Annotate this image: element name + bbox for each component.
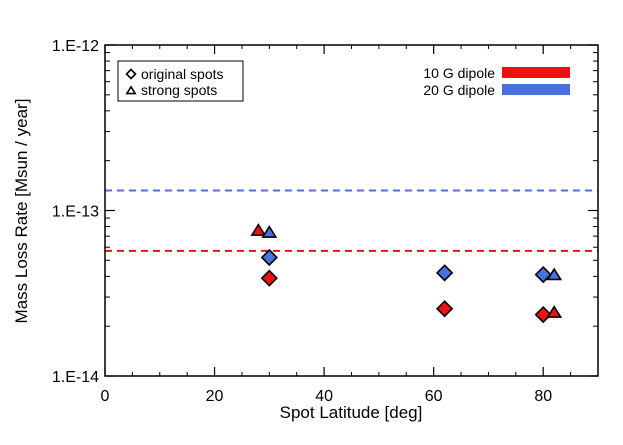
y-tick-label: 1.E-12 <box>52 38 99 55</box>
y-axis-label: Mass Loss Rate [Msun / year] <box>12 99 31 324</box>
x-tick-label: 60 <box>425 388 443 405</box>
marker-legend-box <box>117 60 244 102</box>
data-point-diamond <box>435 264 454 282</box>
marker-legend-label: original spots <box>141 66 224 82</box>
color-legend-swatch <box>502 84 570 95</box>
data-point-diamond <box>260 248 278 267</box>
legend-diamond-icon <box>125 68 137 80</box>
x-tick-label: 80 <box>534 388 552 405</box>
axis-ticks: 0 20 40 60 80 1.E-14 1.E-13 1.E-12 <box>52 38 599 405</box>
data-points <box>250 223 563 324</box>
x-tick-label: 20 <box>206 388 224 405</box>
color-legend-label: 20 G dipole <box>423 82 495 98</box>
x-tick-label: 0 <box>101 388 110 405</box>
data-point-diamond <box>435 300 454 318</box>
data-point-diamond <box>260 269 278 287</box>
reference-lines <box>105 189 598 252</box>
y-tick-label: 1.E-13 <box>52 204 99 221</box>
x-tick-label: 40 <box>315 388 333 405</box>
data-point-triangle <box>250 223 267 236</box>
y-tick-label: 1.E-14 <box>52 369 99 386</box>
color-legend-swatch <box>502 67 570 78</box>
data-point-diamond <box>534 265 552 284</box>
data-point-triangle <box>546 305 563 318</box>
legend-triangle-icon <box>125 85 137 95</box>
data-point-diamond <box>534 305 552 324</box>
data-point-triangle <box>261 225 278 238</box>
data-point-triangle <box>546 267 563 281</box>
marker-legend-label: strong spots <box>141 82 217 98</box>
x-axis-label: Spot Latitude [deg] <box>280 403 423 422</box>
color-legend-label: 10 G dipole <box>423 65 495 81</box>
